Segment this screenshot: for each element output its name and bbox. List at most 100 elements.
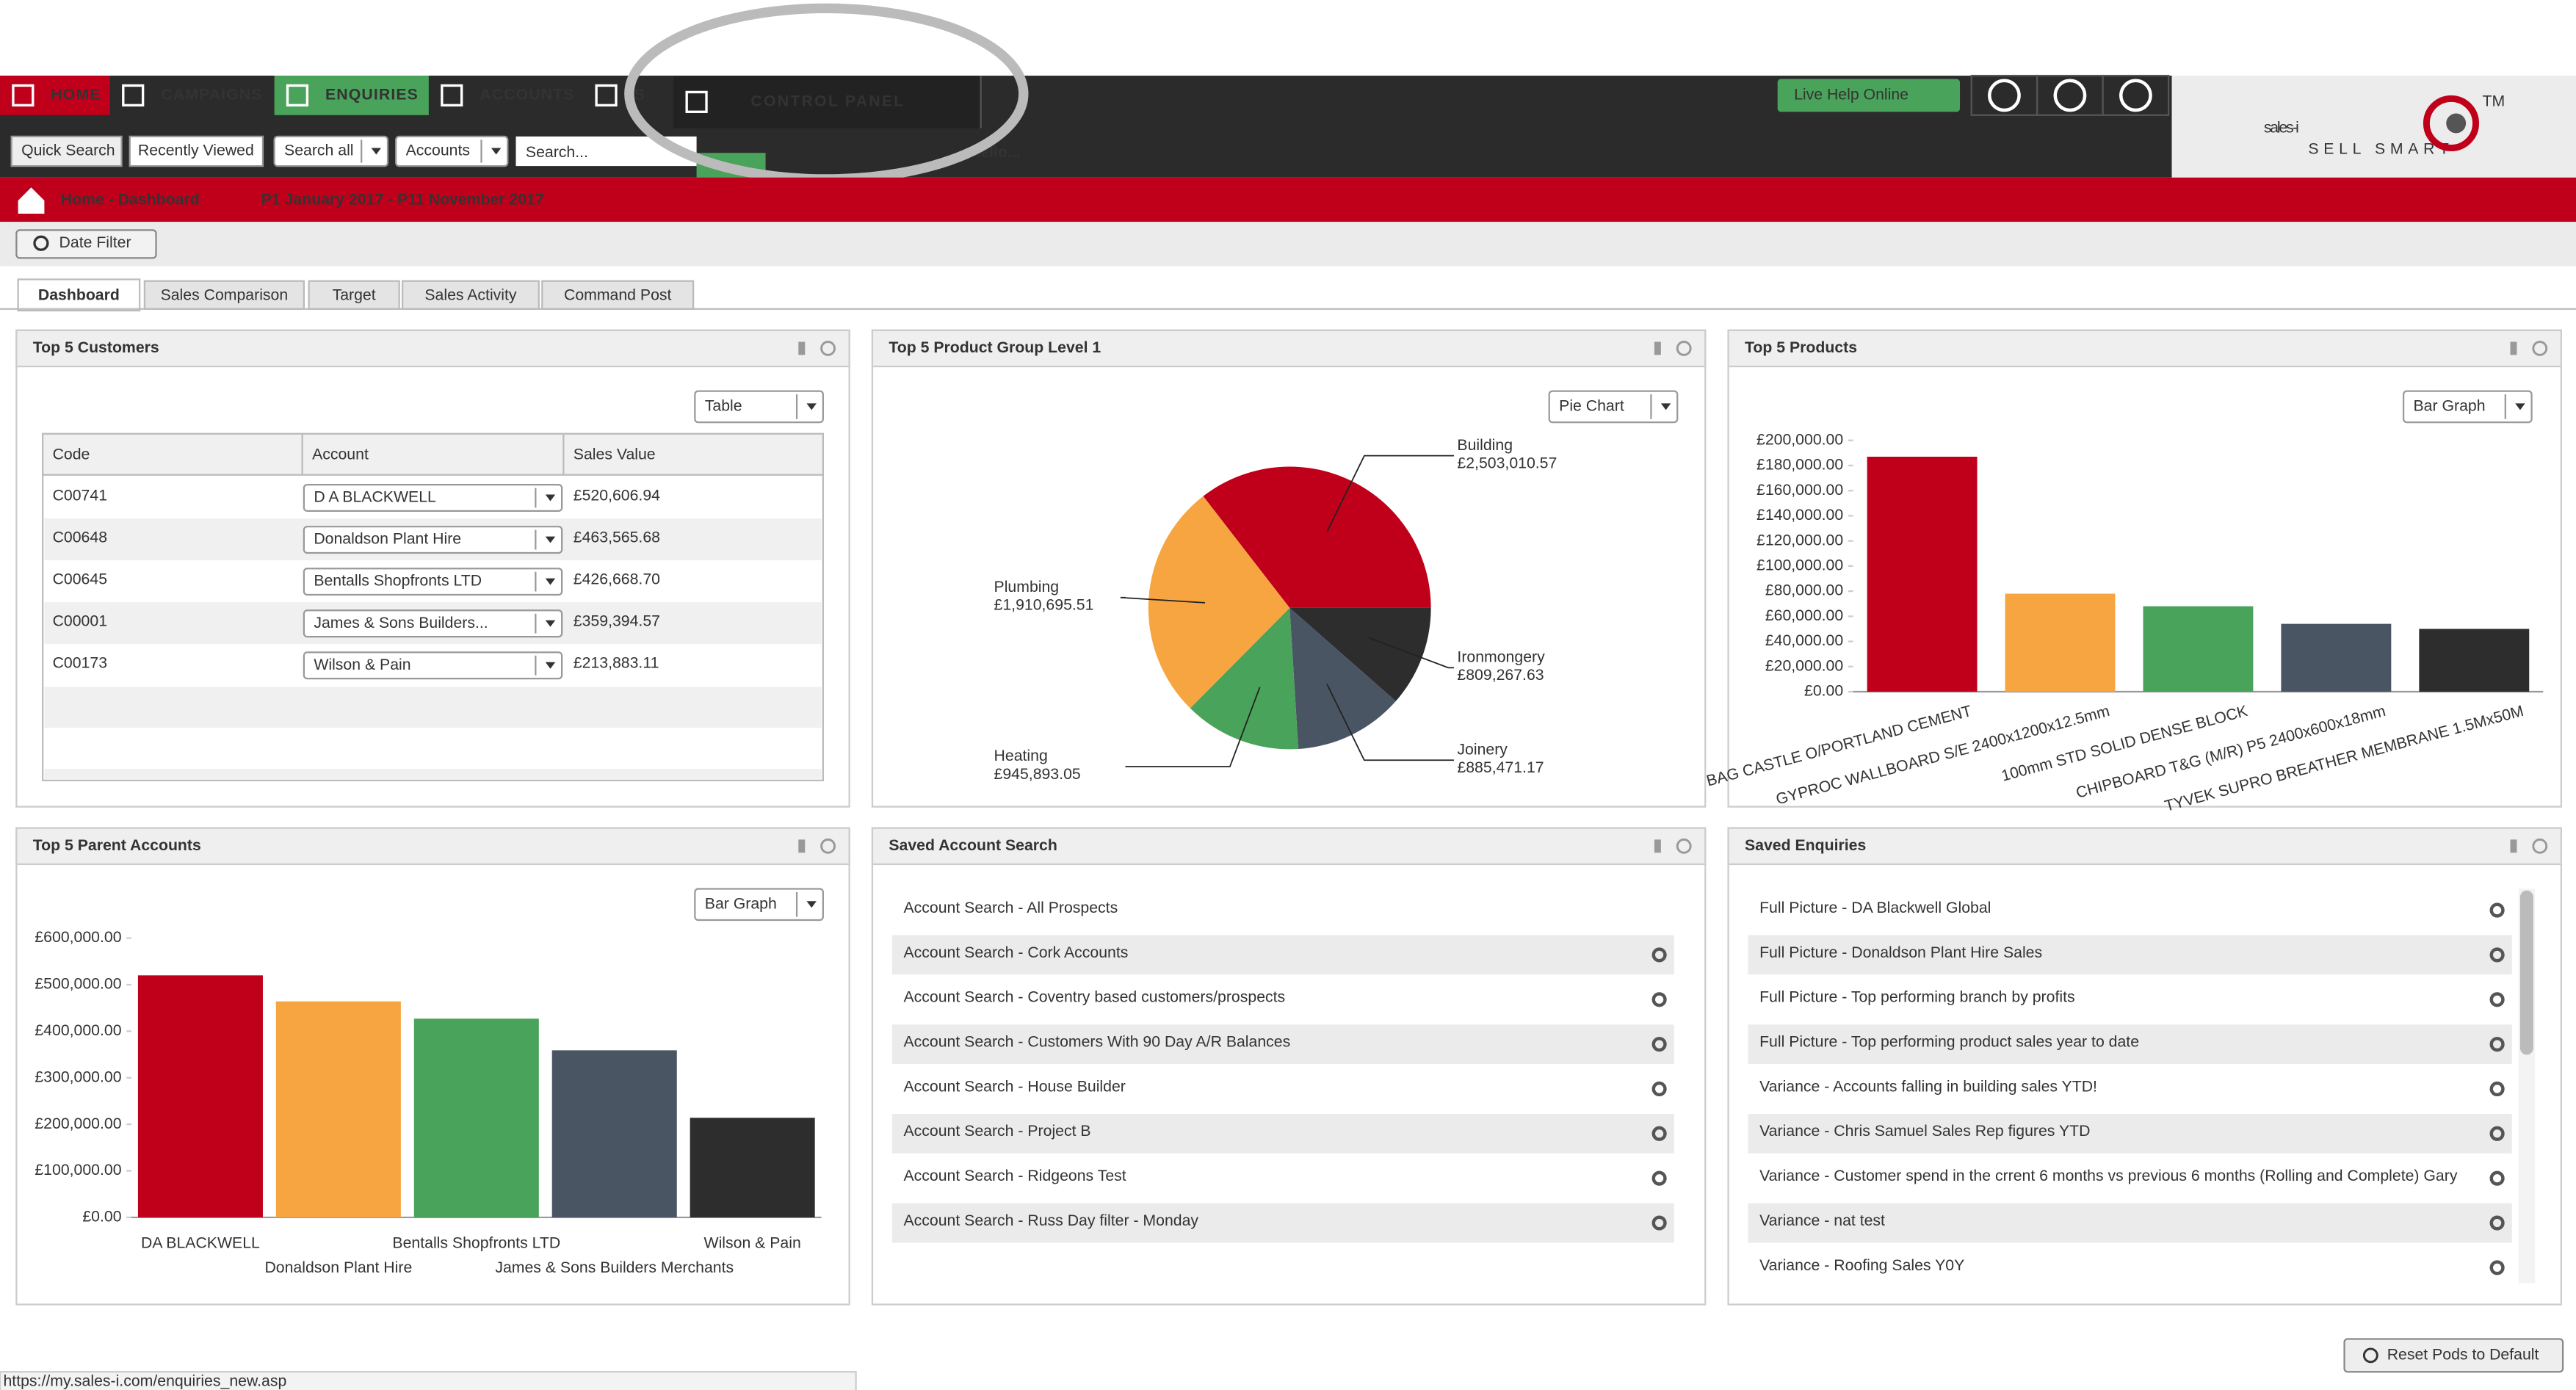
list-action[interactable] xyxy=(2489,1126,2505,1141)
account-select[interactable] xyxy=(303,609,563,638)
view-select[interactable] xyxy=(2402,390,2533,424)
nav-item[interactable] xyxy=(0,76,110,115)
tab[interactable] xyxy=(308,280,400,310)
list-item[interactable]: Account Search - All Prospects xyxy=(903,899,1118,916)
list-action[interactable] xyxy=(1651,1037,1667,1052)
live-help-label[interactable]: Live Help Online xyxy=(1794,86,1909,104)
list-action[interactable] xyxy=(1651,947,1667,963)
list-action[interactable] xyxy=(2489,1260,2505,1275)
account-select[interactable] xyxy=(303,484,563,513)
list-action[interactable] xyxy=(1651,1170,1667,1186)
list-action[interactable] xyxy=(2489,1170,2505,1186)
pie-slice xyxy=(1203,466,1431,608)
list-item[interactable]: Full Picture - Top performing branch by … xyxy=(1759,988,2075,1006)
date-filter-label[interactable]: Date Filter xyxy=(59,234,131,251)
nav-label[interactable]: HOME xyxy=(51,86,101,104)
list-item[interactable]: Full Picture - Donaldson Plant Hire Sale… xyxy=(1759,944,2042,961)
list-item[interactable]: Full Picture - DA Blackwell Global xyxy=(1759,899,1991,916)
x-tick-label: Bentalls Shopfronts LTD xyxy=(392,1234,560,1251)
tab-label[interactable]: Target xyxy=(333,286,376,303)
list-item[interactable]: Account Search - Project B xyxy=(903,1122,1090,1140)
pod-pin[interactable] xyxy=(2510,341,2517,355)
search-icon xyxy=(33,235,49,251)
quick-search-label[interactable]: Quick Search xyxy=(21,142,115,159)
pod-search[interactable] xyxy=(820,341,836,356)
account-select[interactable] xyxy=(303,568,563,596)
account-select[interactable] xyxy=(303,526,563,554)
tab[interactable] xyxy=(17,278,141,312)
nav-label[interactable]: ENQUIRIES xyxy=(325,86,419,104)
view-select-label: Bar Graph xyxy=(2414,397,2486,414)
scroll-thumb[interactable] xyxy=(2519,890,2533,1055)
view-select[interactable] xyxy=(694,888,824,922)
list-item[interactable]: Variance - Accounts falling in building … xyxy=(1759,1077,2097,1095)
nav-label[interactable]: CAMPAIGNS xyxy=(161,86,262,104)
list-action[interactable] xyxy=(2489,992,2505,1007)
search-type[interactable] xyxy=(395,135,509,167)
pod-pin[interactable] xyxy=(1654,341,1661,355)
nav-item[interactable] xyxy=(109,76,275,115)
list-item[interactable]: Variance - Chris Samuel Sales Rep figure… xyxy=(1759,1122,2090,1140)
tab-label[interactable]: Sales Activity xyxy=(424,286,517,303)
pie-label: Ironmongery xyxy=(1457,648,1545,666)
list-item[interactable]: Account Search - Russ Day filter - Monda… xyxy=(903,1212,1198,1229)
list-action[interactable] xyxy=(1651,1215,1667,1231)
status-url: https://my.sales-i.com/enquiries_new.asp xyxy=(3,1372,286,1389)
list-item[interactable]: Account Search - Ridgeons Test xyxy=(903,1167,1126,1184)
tab[interactable] xyxy=(541,280,695,310)
y-tick-label: £100,000.00 xyxy=(35,1161,121,1179)
tab[interactable] xyxy=(402,280,540,310)
nav-label[interactable]: CONTROL PANEL xyxy=(750,92,905,109)
reset-label[interactable]: Reset Pods to Default xyxy=(2387,1345,2539,1363)
search-scope[interactable] xyxy=(273,135,389,167)
nav-item[interactable] xyxy=(428,76,584,115)
view-select[interactable] xyxy=(694,390,824,424)
nav-label[interactable]: S xyxy=(634,86,645,104)
nav-label[interactable]: ACCOUNTS xyxy=(480,86,574,104)
pod-pin[interactable] xyxy=(2510,839,2517,853)
recently-viewed-label[interactable]: Recently Viewed xyxy=(138,142,254,159)
reset-button[interactable] xyxy=(2343,1338,2564,1373)
list-action[interactable] xyxy=(1651,1126,1667,1141)
list-action[interactable] xyxy=(2489,902,2505,918)
view-select[interactable] xyxy=(1548,390,1679,424)
account-select[interactable] xyxy=(303,651,563,680)
pod-pin[interactable] xyxy=(798,839,806,853)
recently-viewed[interactable] xyxy=(129,135,264,167)
list-item[interactable]: Account Search - House Builder xyxy=(903,1077,1125,1095)
list-item[interactable]: Account Search - Cork Accounts xyxy=(903,944,1128,961)
list-action[interactable] xyxy=(2489,1081,2505,1097)
list-action[interactable] xyxy=(1651,1081,1667,1097)
pod-search[interactable] xyxy=(2532,341,2548,356)
list-item[interactable]: Variance - nat test xyxy=(1759,1212,1885,1229)
pod-search[interactable] xyxy=(820,838,836,854)
cell-code: C00001 xyxy=(53,612,107,630)
list-action[interactable] xyxy=(2489,1037,2505,1052)
nav-item[interactable] xyxy=(274,76,429,115)
nav-item[interactable] xyxy=(673,76,981,128)
pod-search[interactable] xyxy=(1676,838,1692,854)
list-action[interactable] xyxy=(2489,1215,2505,1231)
tab-label[interactable]: Sales Comparison xyxy=(161,286,289,303)
pod-pin[interactable] xyxy=(1654,839,1661,853)
cell-value: £359,394.57 xyxy=(574,612,660,630)
list-item[interactable]: Account Search - Coventry based customer… xyxy=(903,988,1285,1006)
pod-title: Saved Enquiries xyxy=(1745,836,1866,854)
tab-label[interactable]: Dashboard xyxy=(38,286,120,303)
live-help[interactable] xyxy=(1777,79,1961,112)
list-item[interactable]: Variance - Roofing Sales Y0Y xyxy=(1759,1256,1964,1274)
pod-title: Top 5 Product Group Level 1 xyxy=(889,339,1101,356)
list-item[interactable]: Variance - Customer spend in the crrent … xyxy=(1759,1167,2458,1184)
pie-slice xyxy=(1289,607,1431,701)
list-item[interactable]: Full Picture - Top performing product sa… xyxy=(1759,1033,2139,1051)
pod-pin[interactable] xyxy=(798,341,806,355)
list-action[interactable] xyxy=(2489,947,2505,963)
list-action[interactable] xyxy=(1651,992,1667,1007)
pod-search[interactable] xyxy=(1676,341,1692,356)
quick-search[interactable] xyxy=(10,135,123,167)
list-item[interactable]: Account Search - Customers With 90 Day A… xyxy=(903,1033,1290,1051)
date-filter[interactable] xyxy=(15,229,157,259)
pod-search[interactable] xyxy=(2532,838,2548,854)
tab-label[interactable]: Command Post xyxy=(564,286,672,303)
